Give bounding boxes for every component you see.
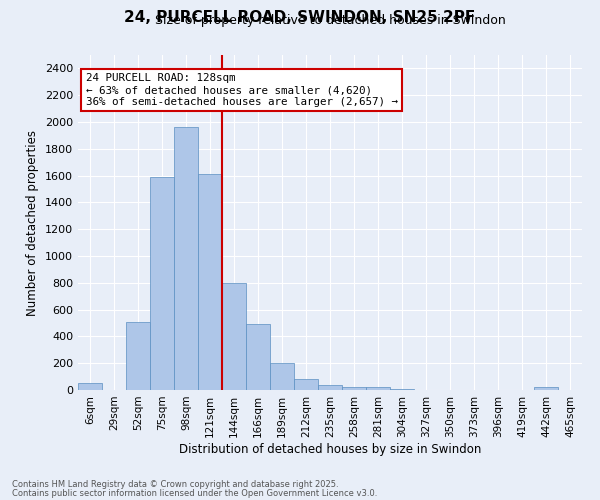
Title: Size of property relative to detached houses in Swindon: Size of property relative to detached ho… — [155, 14, 505, 28]
Bar — [318, 386, 342, 390]
Text: 24, PURCELL ROAD, SWINDON, SN25 2PF: 24, PURCELL ROAD, SWINDON, SN25 2PF — [124, 10, 476, 25]
Text: 24 PURCELL ROAD: 128sqm
← 63% of detached houses are smaller (4,620)
36% of semi: 24 PURCELL ROAD: 128sqm ← 63% of detache… — [86, 74, 398, 106]
Bar — [222, 283, 246, 390]
Y-axis label: Number of detached properties: Number of detached properties — [26, 130, 40, 316]
Bar — [126, 322, 150, 390]
Bar — [246, 324, 270, 390]
Bar — [78, 384, 102, 390]
Bar — [174, 128, 198, 390]
X-axis label: Distribution of detached houses by size in Swindon: Distribution of detached houses by size … — [179, 442, 481, 456]
Bar — [390, 388, 414, 390]
Bar — [366, 388, 390, 390]
Bar — [534, 388, 558, 390]
Bar — [198, 174, 222, 390]
Bar — [150, 177, 174, 390]
Bar — [342, 386, 366, 390]
Bar — [270, 363, 294, 390]
Bar — [294, 378, 318, 390]
Text: Contains public sector information licensed under the Open Government Licence v3: Contains public sector information licen… — [12, 488, 377, 498]
Text: Contains HM Land Registry data © Crown copyright and database right 2025.: Contains HM Land Registry data © Crown c… — [12, 480, 338, 489]
